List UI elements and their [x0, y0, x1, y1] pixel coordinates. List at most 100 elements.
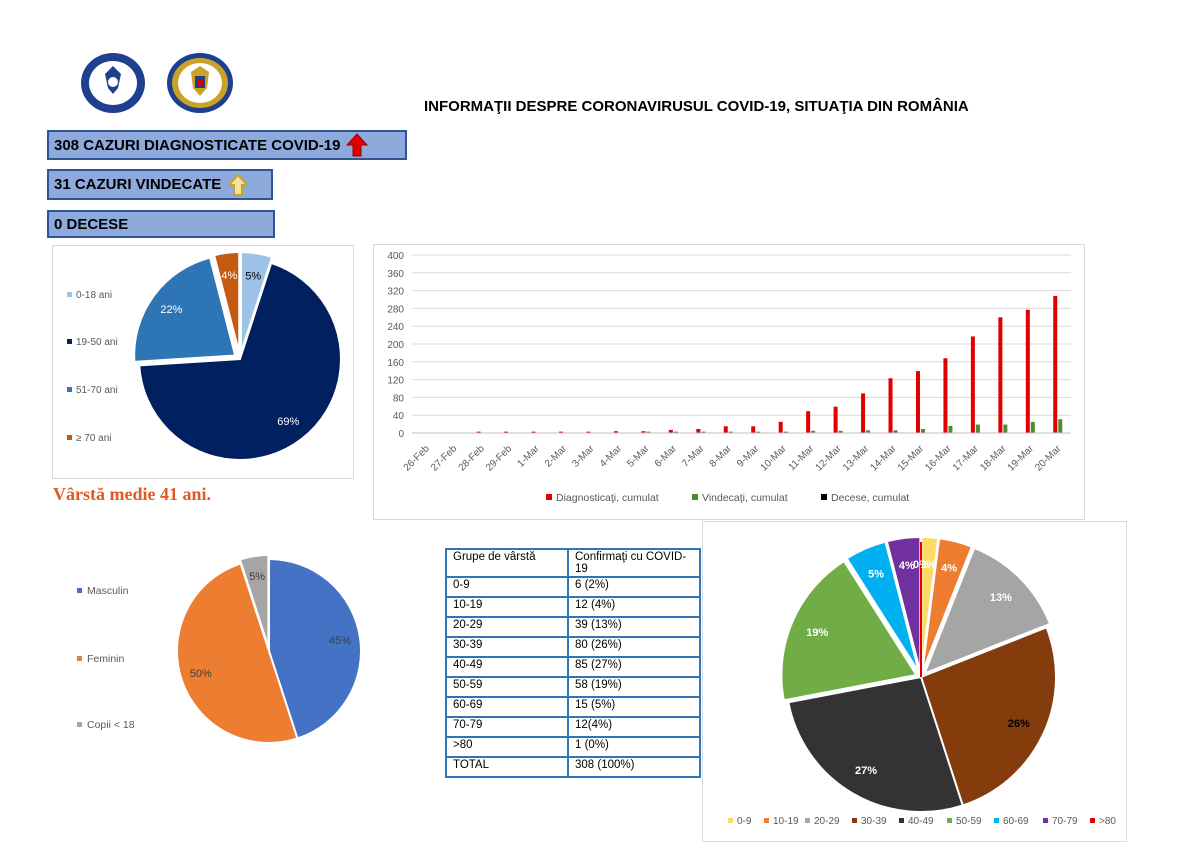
bar	[668, 429, 673, 433]
stat-diagnosed: 308 CAZURI DIAGNOSTICATE COVID-19	[47, 130, 407, 160]
bar	[861, 393, 866, 433]
legend-swatch	[77, 656, 82, 661]
stat-diagnosed-label: 308 CAZURI DIAGNOSTICATE COVID-19	[54, 136, 341, 154]
data-label: 19%	[806, 627, 828, 639]
bar	[641, 431, 646, 433]
table-row: 30-39 80 (26%)	[445, 636, 701, 658]
legend-label: Diagnosticaţi, cumulat	[556, 492, 659, 504]
x-tick-label: 18-Mar	[978, 443, 1009, 474]
x-tick-label: 13-Mar	[841, 443, 872, 474]
x-tick-label: 3-Mar	[570, 443, 597, 470]
legend-swatch	[692, 494, 698, 500]
gender-pie-chart: 45% 50% 5% Masculin Feminin Copii < 18	[77, 554, 362, 744]
pie-slice	[212, 251, 241, 354]
table-cell: 50-59	[445, 676, 569, 698]
data-label: 4%	[941, 563, 957, 575]
bar	[1058, 419, 1063, 433]
up-arrow-outline-icon	[227, 173, 250, 197]
data-label: 13%	[990, 592, 1012, 604]
stat-deaths-label: 0 DECESE	[54, 215, 129, 233]
legend-swatch	[728, 818, 733, 823]
bar	[696, 428, 701, 433]
age-group-table: Grupe de vârstă Confirmaţi cu COVID-19 0…	[445, 548, 701, 778]
table-cell: 6 (2%)	[567, 576, 701, 598]
legend-swatch	[1090, 818, 1095, 823]
table-row: 0-9 6 (2%)	[445, 576, 701, 598]
table-cell: 308 (100%)	[567, 756, 701, 778]
y-tick-label: 160	[387, 358, 404, 369]
x-tick-label: 20-Mar	[1033, 443, 1064, 474]
stat-recovered-label: 31 CAZURI VINDECATE	[54, 176, 222, 193]
x-tick-label: 7-Mar	[680, 443, 707, 470]
bar	[833, 406, 838, 433]
bar	[723, 426, 728, 433]
data-label: 5%	[249, 571, 265, 583]
legend-swatch	[77, 722, 82, 727]
legend-swatch	[899, 818, 904, 823]
x-tick-label: 8-Mar	[708, 443, 735, 470]
legend-swatch	[67, 435, 72, 440]
pie-slice	[780, 559, 919, 702]
bar	[613, 431, 618, 433]
bar	[1053, 295, 1058, 433]
legend-swatch	[67, 339, 72, 344]
bar	[975, 424, 980, 433]
x-tick-label: 14-Mar	[868, 443, 899, 474]
legend-swatch	[805, 818, 810, 823]
age-groups-pie-chart: 2% 4%13%26%27%19%5%4%0%0-9 10-19 20-29 30-39…	[728, 536, 1116, 827]
y-tick-label: 360	[387, 269, 404, 280]
pie-slice	[176, 562, 299, 744]
table-header-cell: Confirmaţi cu COVID-19	[567, 548, 701, 578]
x-tick-label: 6-Mar	[653, 443, 680, 470]
x-tick-label: 5-Mar	[625, 443, 652, 470]
legend-label: 51-70 ani	[76, 385, 118, 396]
table-cell: 30-39	[445, 636, 569, 658]
bar	[811, 430, 816, 433]
x-tick-label: 10-Mar	[759, 443, 790, 474]
data-label: 4%	[221, 270, 237, 282]
data-label: 50%	[190, 668, 212, 680]
table-cell: TOTAL	[445, 756, 569, 778]
legend-label: 0-18 ani	[76, 290, 112, 301]
legend-swatch	[1043, 818, 1048, 823]
legend-label: 0-9	[737, 816, 752, 827]
bar	[948, 425, 953, 433]
bar	[888, 378, 893, 433]
pie-slice	[138, 261, 342, 461]
stat-recovered: 31 CAZURI VINDECATE	[47, 169, 273, 200]
pie-slice	[845, 540, 920, 673]
bar	[1030, 421, 1035, 433]
bar	[586, 431, 591, 433]
guvernul-romaniei-seal	[80, 52, 146, 114]
x-tick-label: 28-Feb	[457, 443, 487, 473]
bar	[476, 431, 481, 433]
y-tick-label: 0	[398, 429, 404, 440]
legend-swatch	[67, 292, 72, 297]
table-header-cell: Grupe de vârstă	[445, 548, 569, 578]
y-tick-label: 400	[387, 251, 404, 262]
legend-label: 40-49	[908, 816, 934, 827]
x-tick-label: 17-Mar	[951, 443, 982, 474]
y-tick-label: 240	[387, 322, 404, 333]
table-row: 40-49 85 (27%)	[445, 656, 701, 678]
x-tick-label: 4-Mar	[598, 443, 625, 470]
pie-slice	[133, 256, 237, 363]
legend-label: Decese, cumulat	[831, 492, 909, 504]
bar	[751, 426, 756, 433]
bar	[778, 421, 783, 433]
pie-slice	[919, 626, 1057, 807]
bar	[728, 431, 733, 433]
y-tick-label: 200	[387, 340, 404, 351]
x-tick-label: 12-Mar	[814, 443, 845, 474]
bar	[673, 431, 678, 433]
bar	[1025, 309, 1030, 433]
bar	[866, 430, 871, 433]
data-label: 0%	[913, 559, 929, 571]
data-label: 5%	[868, 568, 884, 580]
data-label: 2%	[920, 559, 936, 571]
data-label: 5%	[245, 270, 261, 282]
bar	[943, 358, 948, 433]
bar	[838, 430, 843, 433]
page-title: INFORMAŢII DESPRE CORONAVIRUSUL COVID-19…	[424, 98, 969, 115]
legend-label: 50-59	[956, 816, 982, 827]
